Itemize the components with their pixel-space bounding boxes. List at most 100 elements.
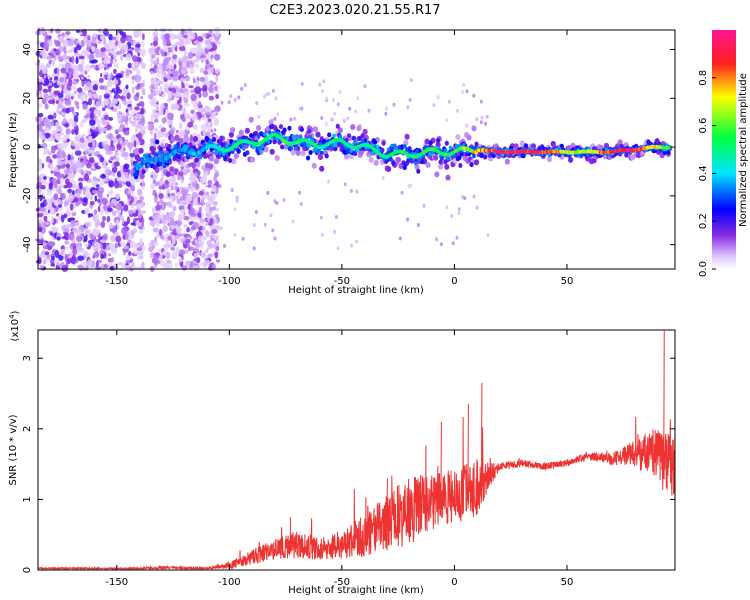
noise-speckle-blob: [214, 251, 219, 259]
noise-speckle-blob: [213, 128, 217, 132]
ridge-blob: [260, 144, 265, 149]
noise-speckle-blob: [237, 95, 241, 100]
noise-speckle-blob: [49, 206, 55, 215]
noise-speckle-blob: [182, 54, 188, 63]
noise-speckle-blob: [116, 224, 120, 229]
ridge-blob: [236, 148, 241, 154]
noise-speckle-blob: [88, 53, 95, 61]
noise-speckle-blob: [99, 181, 104, 186]
noise-speckle-blob: [455, 235, 459, 240]
noise-speckle-blob: [150, 113, 154, 122]
noise-speckle-blob: [115, 194, 121, 200]
ridge-blob: [407, 147, 412, 152]
ridge-blob: [233, 153, 239, 159]
noise-speckle-blob: [115, 73, 122, 79]
noise-speckle-blob: [44, 132, 51, 139]
noise-speckle-blob: [38, 195, 44, 200]
noise-speckle-blob: [271, 88, 275, 93]
noise-speckle-blob: [94, 195, 98, 202]
ridge-blob: [299, 127, 304, 132]
colorbar: 0.0 0.2 0.4 0.6 0.8 Normalized spectral ampl…: [698, 30, 749, 277]
noise-speckle-blob: [152, 59, 159, 65]
x-tick-label: 50: [561, 577, 574, 588]
noise-speckle-blob: [84, 64, 91, 72]
noise-speckle-blob: [135, 43, 141, 48]
y-tick-label: 0: [22, 144, 33, 150]
ridge-blob: [455, 134, 461, 140]
noise-speckle-blob: [462, 82, 466, 87]
ridge-blob: [666, 150, 671, 155]
noise-speckle-blob: [223, 243, 226, 248]
noise-speckle-blob: [159, 103, 165, 111]
noise-speckle-blob: [191, 191, 198, 199]
noise-speckle-blob: [38, 102, 43, 109]
noise-speckle-blob: [184, 49, 187, 56]
noise-speckle-blob: [125, 172, 129, 178]
noise-speckle-blob: [103, 75, 107, 80]
noise-speckle-blob: [465, 89, 469, 94]
noise-speckle-blob: [98, 54, 105, 59]
ridge-blob: [228, 158, 233, 163]
noise-speckle-blob: [39, 219, 43, 224]
noise-speckle-blob: [67, 79, 73, 86]
ridge-blob: [433, 154, 439, 161]
ridge-blob: [368, 156, 374, 163]
noise-speckle-blob: [271, 228, 275, 233]
noise-speckle-blob: [333, 111, 337, 116]
ridge-blob: [338, 134, 343, 139]
noise-speckle-blob: [170, 199, 174, 203]
noise-speckle-blob: [47, 115, 54, 120]
noise-speckle-blob: [133, 140, 137, 148]
noise-speckle-blob: [168, 92, 173, 100]
noise-speckle-blob: [58, 63, 65, 67]
noise-speckle-blob: [202, 90, 208, 98]
noise-speckle-blob: [60, 214, 65, 223]
noise-speckle-blob: [210, 80, 214, 85]
noise-speckle-blob: [53, 193, 59, 201]
noise-speckle-blob: [120, 70, 125, 75]
ridge-blob: [245, 150, 250, 156]
noise-speckle-blob: [148, 246, 154, 253]
noise-speckle-blob: [171, 103, 178, 110]
noise-speckle-blob: [42, 152, 46, 156]
noise-speckle-blob: [486, 233, 490, 237]
noise-speckle-blob: [174, 235, 180, 240]
noise-speckle-blob: [40, 51, 47, 56]
ridge-blob: [180, 152, 184, 157]
noise-speckle-blob: [119, 95, 125, 100]
noise-speckle-blob: [215, 238, 220, 244]
noise-speckle-blob: [181, 118, 187, 123]
x-tick-label: -100: [218, 577, 241, 588]
noise-speckle-blob: [67, 195, 74, 202]
noise-speckle-blob: [479, 120, 483, 125]
noise-speckle-blob: [263, 94, 266, 99]
noise-speckle-blob: [174, 262, 178, 268]
noise-speckle-blob: [465, 123, 469, 128]
noise-speckle-blob: [56, 262, 60, 266]
noise-speckle-blob: [99, 33, 105, 41]
noise-speckle-blob: [189, 67, 195, 75]
noise-speckle-blob: [125, 53, 132, 61]
noise-speckle-blob: [41, 142, 48, 149]
spectrogram-x-ticks: -150 -100 -50 0 50: [105, 30, 573, 287]
noise-speckle-blob: [45, 155, 51, 163]
noise-speckle-blob: [132, 86, 135, 94]
noise-speckle-blob: [81, 76, 84, 80]
ridge-blob: [269, 148, 275, 155]
noise-speckle-blob: [112, 210, 117, 217]
noise-speckle-blob: [115, 50, 122, 56]
noise-speckle-blob: [179, 37, 186, 41]
noise-speckle-blob: [80, 121, 84, 128]
noise-speckle-blob: [213, 111, 218, 115]
ridge-blob: [274, 155, 280, 161]
noise-speckle-blob: [122, 245, 129, 249]
noise-speckle-blob: [46, 190, 53, 196]
noise-speckle-blob: [179, 237, 186, 242]
noise-speckle-blob: [230, 188, 234, 193]
noise-speckle-blob: [42, 88, 49, 94]
ridge-blob: [353, 139, 357, 144]
noise-speckle-blob: [97, 205, 101, 212]
x-tick-label: -150: [105, 577, 128, 588]
noise-speckle-blob: [123, 43, 129, 51]
noise-speckle-blob: [103, 58, 109, 65]
